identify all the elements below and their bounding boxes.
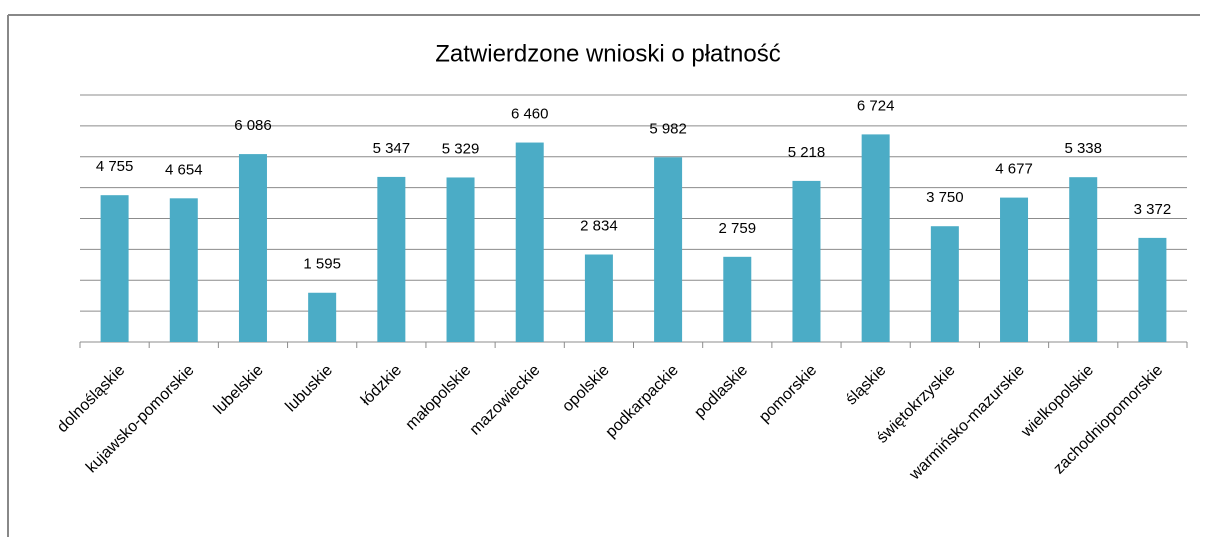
- bar: [861, 134, 890, 342]
- x-tick-label: opolskie: [559, 362, 613, 416]
- bar: [377, 176, 406, 342]
- value-label: 6 460: [511, 106, 549, 123]
- x-tick-label: warmińsko-mazurskie: [906, 362, 1028, 484]
- x-tick-label: lubuskie: [282, 362, 336, 416]
- chart-title: Zatwierdzone wnioski o płatność: [435, 40, 781, 67]
- x-tick-label: lubelskie: [211, 362, 267, 418]
- bar: [308, 292, 337, 342]
- value-label: 6 724: [857, 97, 895, 114]
- bar: [100, 195, 129, 342]
- bar: [723, 256, 752, 342]
- bar: [1000, 197, 1029, 342]
- bar: [515, 142, 544, 342]
- x-tick-label: podkarpackie: [603, 362, 682, 441]
- value-label: 6 086: [234, 117, 272, 134]
- bar: [792, 180, 821, 342]
- value-label: 4 677: [995, 161, 1033, 178]
- x-tick-label: małopolskie: [403, 362, 475, 434]
- value-label: 5 338: [1064, 140, 1102, 157]
- x-tick-label: dolnośląskie: [54, 362, 128, 436]
- value-label: 5 218: [788, 144, 826, 161]
- x-tick-label: pomorskie: [756, 362, 820, 426]
- value-label: 2 759: [719, 220, 757, 237]
- x-tick-label: łódzkie: [358, 362, 405, 409]
- bar: [238, 154, 267, 342]
- bar: [654, 157, 683, 342]
- value-label: 3 750: [926, 189, 964, 206]
- value-label: 5 982: [649, 120, 687, 137]
- bar: [1069, 177, 1098, 342]
- bar: [930, 226, 959, 342]
- value-label: 4 755: [96, 158, 134, 175]
- x-tick-label: śląskie: [843, 362, 890, 409]
- value-label: 2 834: [580, 217, 618, 234]
- bar: [1138, 237, 1167, 342]
- value-label: 1 595: [303, 256, 341, 273]
- value-label: 4 654: [165, 161, 203, 178]
- value-label: 5 329: [442, 140, 480, 157]
- x-tick-label: wielkopolskie: [1018, 362, 1097, 441]
- value-label: 3 372: [1134, 201, 1172, 218]
- bar: [584, 254, 613, 342]
- bar: [446, 177, 475, 342]
- x-tick-label: podlaskie: [691, 362, 751, 422]
- value-label: 5 347: [373, 140, 411, 157]
- x-tick-label: mazowieckie: [467, 362, 544, 439]
- bar: [169, 198, 198, 342]
